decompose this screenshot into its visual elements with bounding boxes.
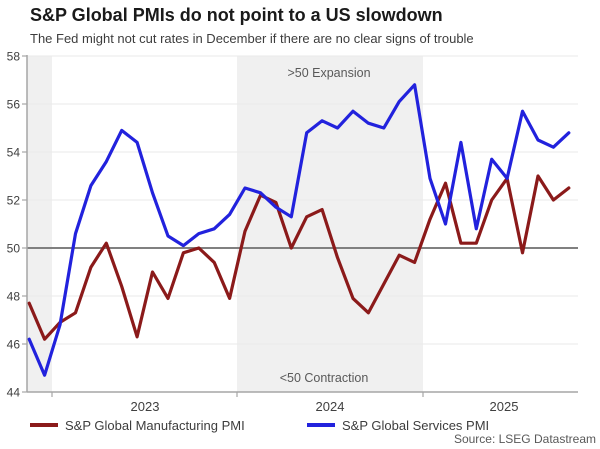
x-year-label: 2024 bbox=[316, 399, 345, 414]
data-series-lines bbox=[27, 83, 571, 377]
x-year-label: 2025 bbox=[490, 399, 519, 414]
manufacturing-pmi-line bbox=[27, 174, 571, 341]
y-axis-tick-labels: 44 46 48 50 52 54 56 58 bbox=[7, 50, 21, 400]
y-tick-label: 58 bbox=[7, 50, 21, 64]
legend-item-manufacturing: S&P Global Manufacturing PMI bbox=[30, 417, 245, 433]
y-tick-label: 56 bbox=[7, 98, 21, 112]
x-axis-year-labels: 2023 2024 2025 bbox=[131, 399, 519, 414]
y-tick-label: 46 bbox=[7, 338, 21, 352]
annotation-contraction: <50 Contraction bbox=[280, 371, 369, 385]
manufacturing-line-swatch bbox=[30, 423, 58, 427]
x-year-label: 2023 bbox=[131, 399, 160, 414]
chart-title: S&P Global PMIs do not point to a US slo… bbox=[30, 5, 443, 25]
y-tick-label: 52 bbox=[7, 194, 21, 208]
services-line-swatch bbox=[307, 423, 335, 427]
legend-label-manufacturing: S&P Global Manufacturing PMI bbox=[65, 417, 245, 433]
services-pmi-line bbox=[27, 83, 571, 377]
legend-label-services: S&P Global Services PMI bbox=[342, 417, 490, 433]
y-tick-label: 48 bbox=[7, 290, 21, 304]
chart-subtitle: The Fed might not cut rates in December … bbox=[30, 31, 474, 46]
y-tick-label: 44 bbox=[7, 386, 21, 400]
y-tick-label: 54 bbox=[7, 146, 21, 160]
shaded-year-bands bbox=[27, 56, 423, 392]
y-tick-label: 50 bbox=[7, 242, 21, 256]
axes-and-ticks bbox=[22, 55, 578, 397]
legend-item-services: S&P Global Services PMI bbox=[307, 417, 489, 433]
annotation-expansion: >50 Expansion bbox=[287, 66, 370, 80]
source-attribution: Source: LSEG Datastream bbox=[453, 432, 596, 446]
